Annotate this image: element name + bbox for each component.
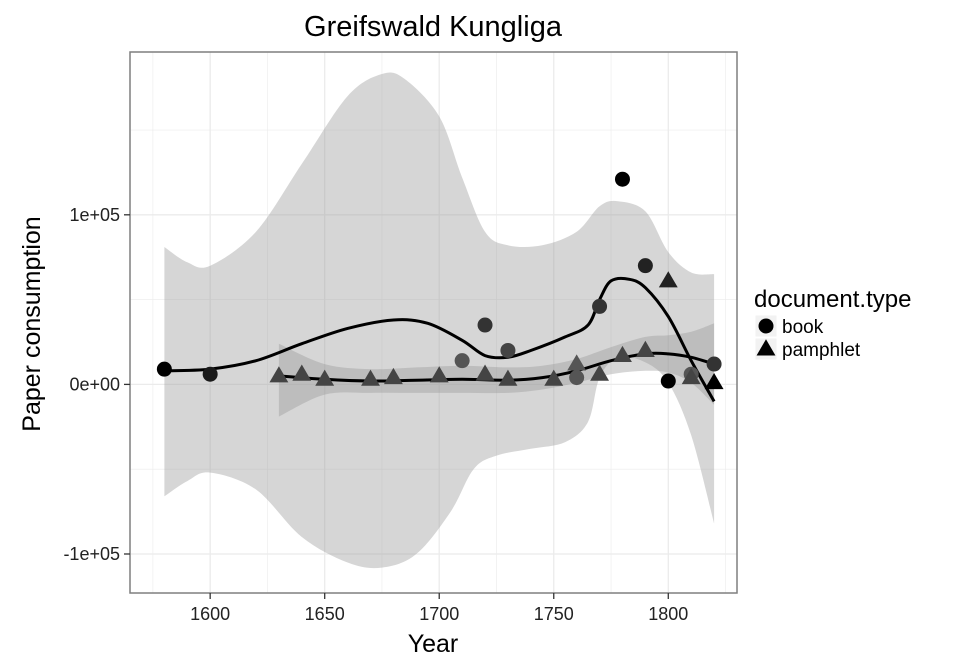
- point-book: [592, 298, 608, 314]
- point-book: [614, 171, 630, 187]
- y-tick-label: -1e+05: [63, 544, 120, 564]
- chart-title: Greifswald Kungliga: [304, 11, 563, 43]
- confidence-band-pamphlet: [278, 323, 715, 417]
- point-pamphlet: [567, 354, 587, 371]
- point-pamphlet: [475, 364, 495, 381]
- point-book: [706, 356, 722, 372]
- confidence-band-book: [164, 72, 715, 569]
- data-points: [156, 171, 724, 390]
- point-book: [500, 342, 516, 358]
- point-book: [156, 361, 172, 377]
- point-pamphlet: [315, 369, 335, 386]
- smooth-line-book: [164, 276, 716, 403]
- axis-ticks: 1600 1650 1700 1750 1800 -1e+05 0e+00 1e+05: [63, 205, 688, 624]
- point-pamphlet: [269, 366, 289, 383]
- plot-panel: [130, 52, 737, 593]
- point-book: [477, 317, 493, 333]
- point-pamphlet: [681, 367, 701, 385]
- point-book: [202, 366, 218, 382]
- point-pamphlet: [429, 366, 449, 383]
- point-pamphlet: [292, 364, 312, 381]
- grid: [130, 52, 737, 593]
- confidence-bands: [164, 72, 715, 569]
- legend-title: document.type: [754, 286, 911, 313]
- point-pamphlet: [590, 364, 610, 381]
- x-tick-label: 1600: [190, 604, 230, 624]
- point-pamphlet: [704, 372, 724, 390]
- legend-symbol-pamphlet: [756, 339, 776, 356]
- point-book: [569, 370, 585, 386]
- x-tick-label: 1750: [534, 604, 574, 624]
- x-tick-label: 1650: [305, 604, 345, 624]
- y-tick-label: 0e+00: [69, 374, 120, 394]
- point-pamphlet: [658, 271, 678, 288]
- x-tick-label: 1800: [648, 604, 688, 624]
- point-pamphlet: [635, 340, 655, 357]
- point-book: [637, 258, 653, 274]
- point-book: [454, 353, 470, 369]
- point-pamphlet: [383, 367, 403, 385]
- plot-panel-border: [129, 51, 738, 594]
- legend-label-pamphlet: pamphlet: [782, 340, 861, 361]
- x-axis-title: Year: [408, 630, 459, 658]
- y-axis-title: Paper consumption: [18, 216, 46, 431]
- point-pamphlet: [498, 369, 518, 386]
- point-pamphlet: [613, 345, 632, 363]
- point-pamphlet: [544, 369, 564, 386]
- legend-label-book: book: [782, 317, 824, 338]
- y-tick-label: 1e+05: [69, 205, 120, 225]
- point-book: [660, 373, 676, 389]
- legend-symbol-book: [758, 318, 774, 334]
- x-tick-label: 1700: [419, 604, 459, 624]
- point-pamphlet: [361, 369, 380, 386]
